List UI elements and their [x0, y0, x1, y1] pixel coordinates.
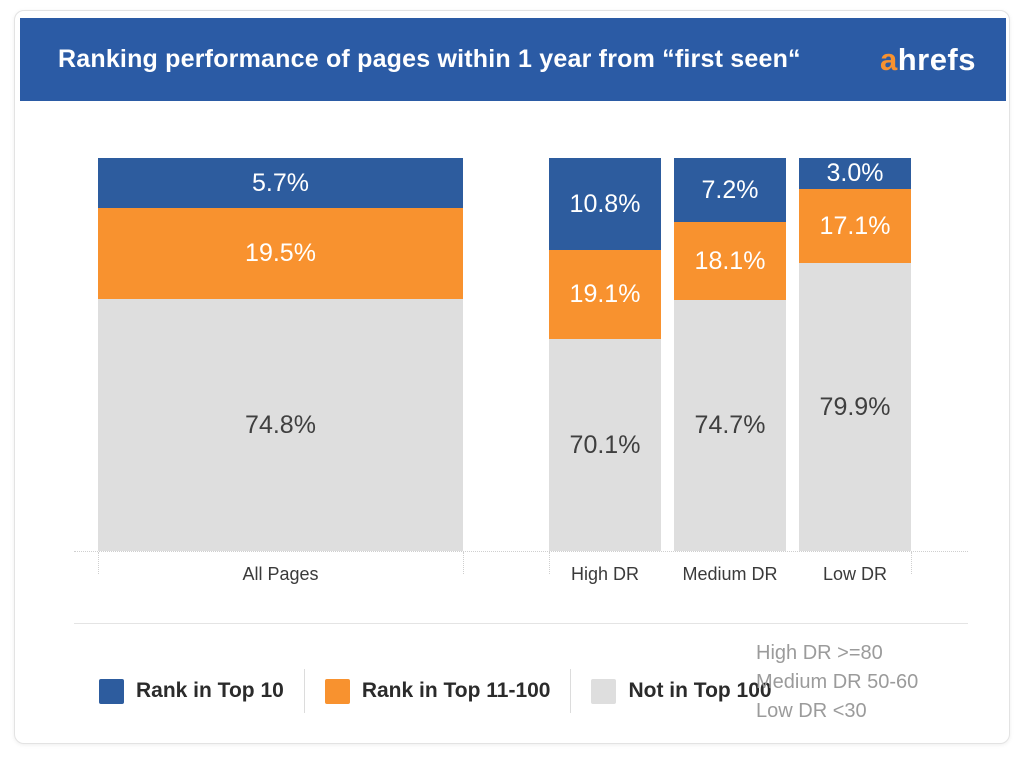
legend-label: Rank in Top 11-100 — [361, 679, 551, 702]
legend-item-top10: Rank in Top 10 — [99, 678, 284, 704]
segment-value-label: 74.8% — [245, 410, 316, 439]
segment-value-label: 18.1% — [694, 246, 766, 275]
segment-not-top100: 70.1% — [549, 339, 661, 551]
segment-top11-100: 17.1% — [799, 189, 911, 263]
segment-top11-100: 19.5% — [98, 208, 463, 299]
dr-note-low: Low DR <30 — [756, 700, 867, 722]
bar-stack: 5.7% 19.5% 74.8% — [98, 158, 463, 551]
segment-value-label: 10.8% — [569, 189, 641, 218]
segment-value-label: 3.0% — [826, 159, 884, 187]
segment-top10: 5.7% — [98, 158, 463, 208]
axis-tick — [463, 552, 464, 574]
bar-all-pages: 5.7% 19.5% 74.8% All Pages — [98, 158, 463, 585]
category-label-all-pages: All Pages — [242, 564, 319, 584]
bar-high-dr: 10.8% 19.1% 70.1% High DR — [549, 158, 661, 585]
axis-tick — [549, 552, 550, 574]
legend-swatch-not-top100 — [591, 678, 617, 704]
legend-label: Not in Top 100 — [628, 679, 772, 702]
x-axis-baseline — [74, 551, 968, 574]
segment-value-label: 79.9% — [819, 392, 891, 421]
segment-top10: 3.0% — [799, 158, 911, 189]
legend-swatch-top10 — [99, 678, 124, 704]
dr-range-notes: High DR >=80 Medium DR 50-60 Low DR <30 — [756, 639, 918, 726]
segment-top10: 10.8% — [549, 158, 661, 250]
axis-tick — [98, 552, 99, 574]
category-label-low-dr: Low DR — [822, 564, 888, 584]
ahrefs-logo-text: hrefs — [897, 41, 976, 77]
bar-low-dr: 3.0% 17.1% 79.9% Low DR — [799, 158, 911, 585]
bar-stack: 10.8% 19.1% 70.1% — [549, 158, 661, 551]
legend-label: Rank in Top 10 — [136, 679, 284, 702]
bar-stack: 3.0% 17.1% 79.9% — [799, 158, 911, 551]
legend-separator — [570, 669, 572, 713]
segment-not-top100: 74.7% — [674, 300, 786, 551]
bar-medium-dr: 7.2% 18.1% 74.7% Medium DR — [674, 158, 786, 585]
dr-note-medium: Medium DR 50-60 — [756, 671, 919, 693]
chart-title: Ranking performance of pages within 1 ye… — [58, 45, 801, 73]
segment-top11-100: 18.1% — [674, 222, 786, 300]
chart-card: Ranking performance of pages within 1 ye… — [14, 10, 1010, 744]
segment-not-top100: 79.9% — [799, 263, 911, 551]
segment-value-label: 70.1% — [569, 430, 641, 459]
segment-top11-100: 19.1% — [549, 250, 661, 339]
legend-swatch-top11-100 — [324, 678, 350, 704]
chart-header: Ranking performance of pages within 1 ye… — [20, 18, 1006, 101]
segment-top10: 7.2% — [674, 158, 786, 222]
ahrefs-logo-accent: a — [879, 41, 898, 77]
legend-item-not-top100: Not in Top 100 — [591, 678, 772, 704]
bar-stack: 7.2% 18.1% 74.7% — [674, 158, 786, 551]
segment-not-top100: 74.8% — [98, 299, 463, 551]
legend-divider-line — [74, 623, 968, 624]
legend-item-top11-100: Rank in Top 11-100 — [324, 678, 551, 704]
segment-value-label: 5.7% — [252, 168, 309, 197]
segment-value-label: 19.1% — [569, 280, 641, 308]
segment-value-label: 7.2% — [701, 175, 759, 204]
ahrefs-logo: ahrefs — [880, 42, 976, 78]
category-label-medium-dr: Medium DR — [682, 564, 778, 584]
segment-value-label: 74.7% — [694, 411, 766, 439]
dr-note-high: High DR >=80 — [756, 642, 883, 664]
segment-value-label: 19.5% — [245, 239, 316, 267]
category-label-high-dr: High DR — [570, 564, 640, 584]
legend-separator — [303, 669, 305, 713]
segment-value-label: 17.1% — [819, 211, 891, 240]
axis-tick — [911, 552, 912, 574]
chart-legend: Rank in Top 10 Rank in Top 11-100 Not in… — [99, 669, 772, 713]
